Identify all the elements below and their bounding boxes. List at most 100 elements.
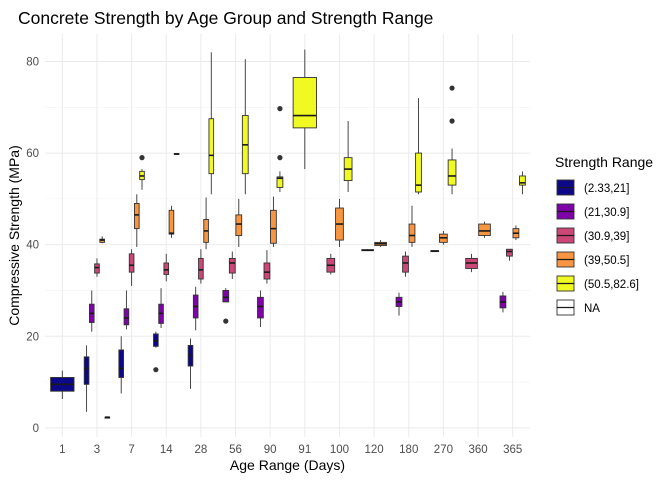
box-body [276, 176, 284, 188]
box-365-4 [519, 171, 526, 195]
outlier-point [139, 155, 145, 161]
box-body [257, 296, 264, 319]
box-100-3 [335, 198, 344, 247]
box-120-3 [374, 240, 387, 247]
box-7-3 [134, 194, 140, 247]
x-tick-label: 3 [94, 444, 100, 456]
legend: Strength Range (2.33,21] (21,30.9] (30.9,3… [555, 154, 653, 316]
grid [45, 34, 530, 437]
box-28-1 [192, 286, 199, 331]
box-body [222, 290, 230, 303]
chart-title: Concrete Strength by Age Group and Stren… [18, 8, 433, 28]
legend-item: NA [556, 299, 600, 316]
box-180-1 [395, 292, 403, 316]
x-tick-label: 56 [229, 444, 242, 456]
x-tick-label: 270 [434, 444, 453, 456]
box-180-4 [415, 98, 422, 195]
box-body [415, 152, 422, 193]
box-270-2 [430, 250, 440, 253]
box-body [163, 262, 170, 275]
box-14-2 [163, 253, 170, 282]
box-body [208, 118, 215, 175]
box-body [94, 263, 100, 274]
y-tick-label: 20 [26, 331, 39, 343]
legend-label: (21,30.9] [584, 207, 629, 219]
box-7-2 [128, 249, 135, 286]
box-3-na [104, 416, 111, 419]
legend-label: (39,50.5] [584, 255, 629, 267]
box-body [128, 253, 135, 273]
box-body [228, 257, 236, 274]
x-tick-label: 91 [298, 444, 311, 456]
box-body [134, 202, 140, 230]
y-tick-label: 60 [26, 148, 39, 160]
box-3-3 [99, 236, 105, 244]
legend-label: (2.33,21] [584, 183, 629, 195]
box-360-3 [478, 221, 491, 238]
box-270-4 [447, 85, 457, 195]
box-body [83, 356, 90, 385]
box-body [402, 255, 409, 273]
box-28-0 [187, 338, 194, 389]
outlier-point [277, 155, 283, 161]
boxes [50, 49, 526, 419]
x-tick-label: 365 [503, 444, 522, 456]
x-tick-label: 90 [264, 444, 277, 456]
box-3-2 [94, 258, 100, 277]
x-tick-label: 1 [59, 444, 65, 456]
box-56-2 [228, 251, 236, 280]
outlier-point [277, 106, 283, 112]
legend-label: NA [584, 303, 600, 315]
box-180-2 [402, 251, 409, 277]
box-body [263, 262, 271, 280]
x-tick-label: 180 [399, 444, 418, 456]
box-3-0 [83, 345, 90, 412]
box-body [519, 175, 526, 186]
box-56-4 [241, 59, 249, 195]
y-tick-label: 80 [26, 56, 39, 68]
legend-item: (50.5,82.6] [556, 275, 639, 292]
box-28-3 [203, 197, 209, 250]
box-360-2 [465, 253, 478, 273]
box-body [123, 308, 130, 326]
box-body [270, 209, 277, 244]
box-28-4 [208, 52, 215, 195]
x-tick-label: 100 [330, 444, 349, 456]
box-14-4 [173, 153, 180, 155]
box-7-1 [123, 290, 130, 330]
outlier-point [449, 85, 455, 91]
box-body [235, 214, 243, 236]
outlier-point [153, 367, 159, 373]
legend-item: (39,50.5] [556, 251, 629, 268]
box-56-1 [222, 288, 230, 324]
x-axis-label: Age Range (Days) [230, 457, 345, 473]
box-body [292, 77, 317, 129]
legend-label: (50.5,82.6] [584, 279, 639, 291]
box-body [168, 209, 175, 235]
box-14-1 [158, 288, 164, 329]
box-28-2 [198, 249, 204, 284]
legend-item: (30.9,39] [556, 227, 629, 244]
outlier-point [449, 118, 455, 124]
box-120-2 [361, 249, 374, 252]
y-tick-label: 0 [33, 423, 39, 435]
box-body [506, 248, 513, 257]
box-365-3 [512, 225, 520, 241]
box-3-1 [88, 290, 95, 332]
legend-item: (2.33,21] [556, 179, 629, 196]
x-tick-label: 7 [128, 444, 134, 456]
box-body [447, 159, 457, 186]
box-270-3 [439, 230, 448, 245]
box-body [198, 257, 204, 280]
box-90-2 [263, 250, 271, 284]
axes: 0 20 40 60 80 1 3 7 14 28 56 90 91 100 120 180 270 360 365 [26, 56, 522, 456]
box-180-3 [408, 205, 416, 247]
box-1-0 [50, 370, 75, 399]
outlier-point [223, 318, 229, 324]
y-tick-label: 40 [26, 240, 39, 252]
box-365-2 [506, 248, 513, 261]
box-body [118, 349, 125, 378]
box-body [478, 223, 491, 236]
x-tick-label: 14 [160, 444, 173, 456]
